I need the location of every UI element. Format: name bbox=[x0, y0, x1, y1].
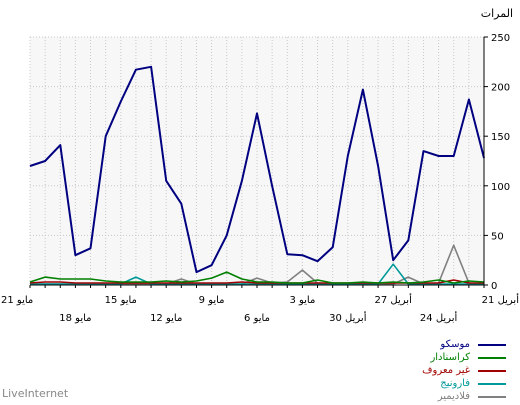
y-tick-label: 0 bbox=[491, 281, 497, 292]
x-tick-label: 6 مايو bbox=[244, 313, 270, 324]
grid bbox=[29, 36, 485, 286]
series-lines bbox=[29, 65, 485, 285]
legend-item: موسكو bbox=[306, 338, 506, 351]
series-line bbox=[29, 65, 485, 274]
legend-swatch bbox=[478, 369, 506, 372]
legend-label: غير معروف bbox=[422, 365, 470, 376]
x-tick-label: 24 أبريل bbox=[420, 311, 458, 324]
legend-swatch bbox=[478, 343, 506, 346]
x-tick-label: 30 أبريل bbox=[329, 311, 367, 324]
legend-swatch bbox=[478, 395, 506, 398]
x-tick-label: 27 أبريل bbox=[375, 293, 413, 306]
legend-swatch bbox=[478, 382, 506, 385]
legend-item: فارونيج bbox=[306, 377, 506, 390]
legend-label: موسكو bbox=[440, 339, 470, 350]
x-tick-label: 18 مايو bbox=[59, 313, 91, 324]
legend-item: فلاديمير bbox=[306, 390, 506, 403]
y-tick-labels: 0 50 100 150 200 250 bbox=[491, 33, 510, 292]
y-tick-label: 100 bbox=[491, 182, 510, 193]
series-line bbox=[30, 263, 484, 285]
branding-text: LiveInternet bbox=[2, 387, 69, 400]
legend-label: فلاديمير bbox=[437, 391, 470, 402]
x-tick-labels: 21 مايو 18 مايو 15 مايو 12 مايو 9 مايو 6 مايو… bbox=[1, 293, 519, 324]
x-tick-label: 21 أبريل bbox=[482, 293, 520, 306]
x-tick-label: 21 مايو bbox=[1, 295, 33, 306]
y-tick-label: 50 bbox=[491, 231, 504, 242]
y-tick-label: 200 bbox=[491, 83, 510, 94]
legend-label: فارونيج bbox=[440, 378, 470, 389]
y-axis-unit-label: المرات bbox=[481, 7, 513, 20]
x-tick-label: 12 مايو bbox=[150, 313, 182, 324]
series-line bbox=[29, 271, 485, 284]
y-tick-label: 250 bbox=[491, 33, 510, 44]
x-tick-label: 15 مايو bbox=[105, 295, 137, 306]
x-tick-label: 9 مايو bbox=[199, 295, 225, 306]
legend-item: غير معروف bbox=[306, 364, 506, 377]
axes bbox=[29, 36, 488, 288]
y-tick-label: 150 bbox=[491, 132, 510, 143]
x-tick-label: 3 مايو bbox=[289, 295, 315, 306]
legend-item: كراسنادار bbox=[306, 351, 506, 364]
legend-label: كراسنادار bbox=[430, 352, 470, 363]
legend-swatch bbox=[478, 356, 506, 359]
legend: موسكو كراسنادار غير معروف فارونيج فلاديمير bbox=[306, 338, 506, 403]
